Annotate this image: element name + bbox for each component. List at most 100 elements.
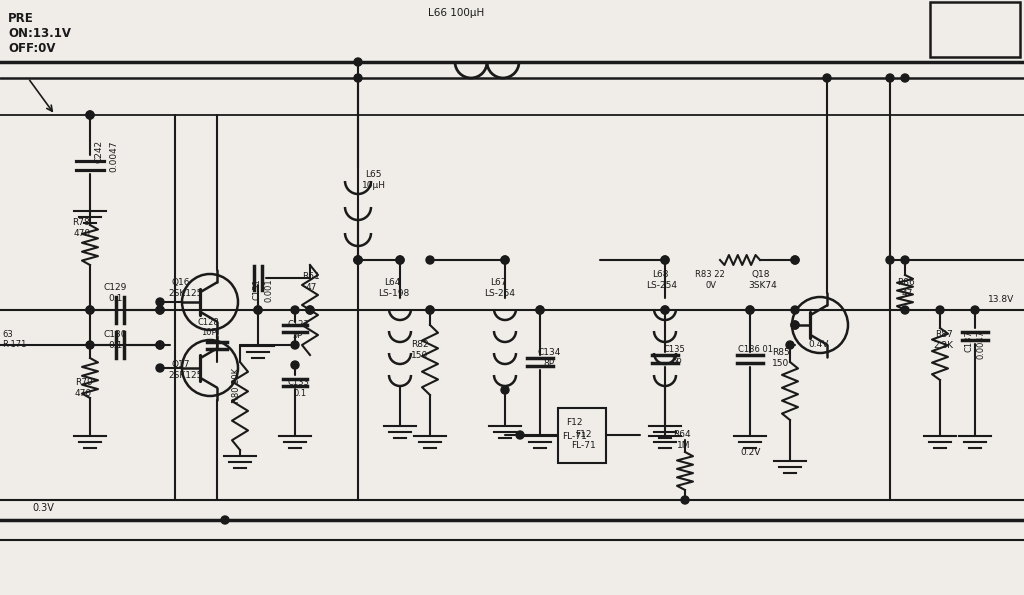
Text: 63
R-171: 63 R-171 <box>2 330 27 349</box>
Text: 13.8V: 13.8V <box>988 295 1014 304</box>
Circle shape <box>886 256 894 264</box>
Circle shape <box>426 256 434 264</box>
Circle shape <box>662 256 669 264</box>
Text: L68: L68 <box>652 270 669 279</box>
Circle shape <box>306 306 314 314</box>
Text: C136 01: C136 01 <box>738 345 773 354</box>
Circle shape <box>156 341 164 349</box>
Text: 5P: 5P <box>292 331 302 340</box>
Text: C123: C123 <box>287 320 309 329</box>
Circle shape <box>156 364 164 372</box>
Circle shape <box>426 306 434 314</box>
Circle shape <box>86 111 94 119</box>
Text: C242: C242 <box>95 140 104 163</box>
Text: 0.0047: 0.0047 <box>977 330 986 359</box>
Circle shape <box>156 298 164 306</box>
Text: FL-71: FL-71 <box>562 432 587 441</box>
Text: 8P: 8P <box>543 359 554 368</box>
Circle shape <box>516 431 524 439</box>
Circle shape <box>791 321 799 329</box>
Text: Q17: Q17 <box>172 360 190 369</box>
Circle shape <box>221 516 229 524</box>
Circle shape <box>156 306 164 314</box>
Circle shape <box>681 496 689 504</box>
Circle shape <box>791 306 799 314</box>
Circle shape <box>936 306 944 314</box>
Text: 10P: 10P <box>201 328 217 337</box>
Circle shape <box>901 306 909 314</box>
Text: F12: F12 <box>566 418 583 427</box>
Text: 1M: 1M <box>677 441 690 450</box>
Text: 0.001: 0.001 <box>264 278 273 302</box>
Circle shape <box>662 256 669 264</box>
Text: PRE
ON:13.1V
OFF:0V: PRE ON:13.1V OFF:0V <box>8 12 71 55</box>
Text: 0.3V: 0.3V <box>32 503 54 513</box>
Circle shape <box>354 256 362 264</box>
Circle shape <box>254 306 262 314</box>
Circle shape <box>86 306 94 314</box>
Text: C135: C135 <box>663 345 685 354</box>
Text: 470: 470 <box>75 389 92 398</box>
Text: R82: R82 <box>411 340 429 349</box>
Text: C134: C134 <box>537 348 560 357</box>
Text: 10μH: 10μH <box>362 181 386 190</box>
Circle shape <box>501 256 509 264</box>
Text: R86: R86 <box>897 278 914 287</box>
Circle shape <box>786 341 794 349</box>
Text: Q16: Q16 <box>172 278 190 287</box>
Circle shape <box>354 74 362 82</box>
Circle shape <box>791 321 799 329</box>
Text: 3SK74: 3SK74 <box>748 281 777 290</box>
Text: R78: R78 <box>72 218 90 227</box>
Text: C137: C137 <box>965 330 974 352</box>
Circle shape <box>886 74 894 82</box>
Bar <box>930 2 1020 57</box>
Text: C131: C131 <box>252 278 261 300</box>
Circle shape <box>426 306 434 314</box>
Circle shape <box>901 74 909 82</box>
Circle shape <box>354 256 362 264</box>
Text: 2.2K: 2.2K <box>933 341 953 350</box>
Text: R80 10K: R80 10K <box>232 368 241 403</box>
Text: Q18: Q18 <box>752 270 770 279</box>
Text: 0.1: 0.1 <box>108 294 123 303</box>
Text: C128: C128 <box>198 318 220 327</box>
Text: 0.1: 0.1 <box>293 389 306 398</box>
Text: 0.0047: 0.0047 <box>109 140 118 171</box>
Text: LS-254: LS-254 <box>484 289 515 298</box>
Text: 0.1: 0.1 <box>108 341 123 350</box>
Circle shape <box>86 306 94 314</box>
Text: R61: R61 <box>302 272 319 281</box>
Circle shape <box>536 306 544 314</box>
Text: R87: R87 <box>935 330 952 339</box>
Circle shape <box>396 256 404 264</box>
Circle shape <box>86 111 94 119</box>
Circle shape <box>291 361 299 369</box>
Circle shape <box>662 306 669 314</box>
Bar <box>558 408 606 463</box>
Circle shape <box>254 306 262 314</box>
Text: 2SK125: 2SK125 <box>168 371 203 380</box>
Text: LS-254: LS-254 <box>646 281 677 290</box>
Text: FL-71: FL-71 <box>571 441 596 450</box>
Circle shape <box>662 306 669 314</box>
Text: 47: 47 <box>306 283 317 292</box>
Text: F12: F12 <box>575 430 592 439</box>
Circle shape <box>291 341 299 349</box>
Text: L65: L65 <box>365 170 382 179</box>
Text: 470: 470 <box>74 229 91 238</box>
Text: 47: 47 <box>902 289 913 298</box>
Text: 0V: 0V <box>706 281 717 290</box>
Text: L66 100μH: L66 100μH <box>428 8 484 18</box>
Circle shape <box>746 306 754 314</box>
Text: C129: C129 <box>103 283 126 292</box>
Circle shape <box>291 306 299 314</box>
Circle shape <box>791 256 799 264</box>
Circle shape <box>791 256 799 264</box>
Circle shape <box>971 306 979 314</box>
Text: 150: 150 <box>411 351 428 360</box>
Circle shape <box>501 386 509 394</box>
Text: L64: L64 <box>384 278 400 287</box>
Text: LS-198: LS-198 <box>378 289 410 298</box>
Circle shape <box>156 306 164 314</box>
